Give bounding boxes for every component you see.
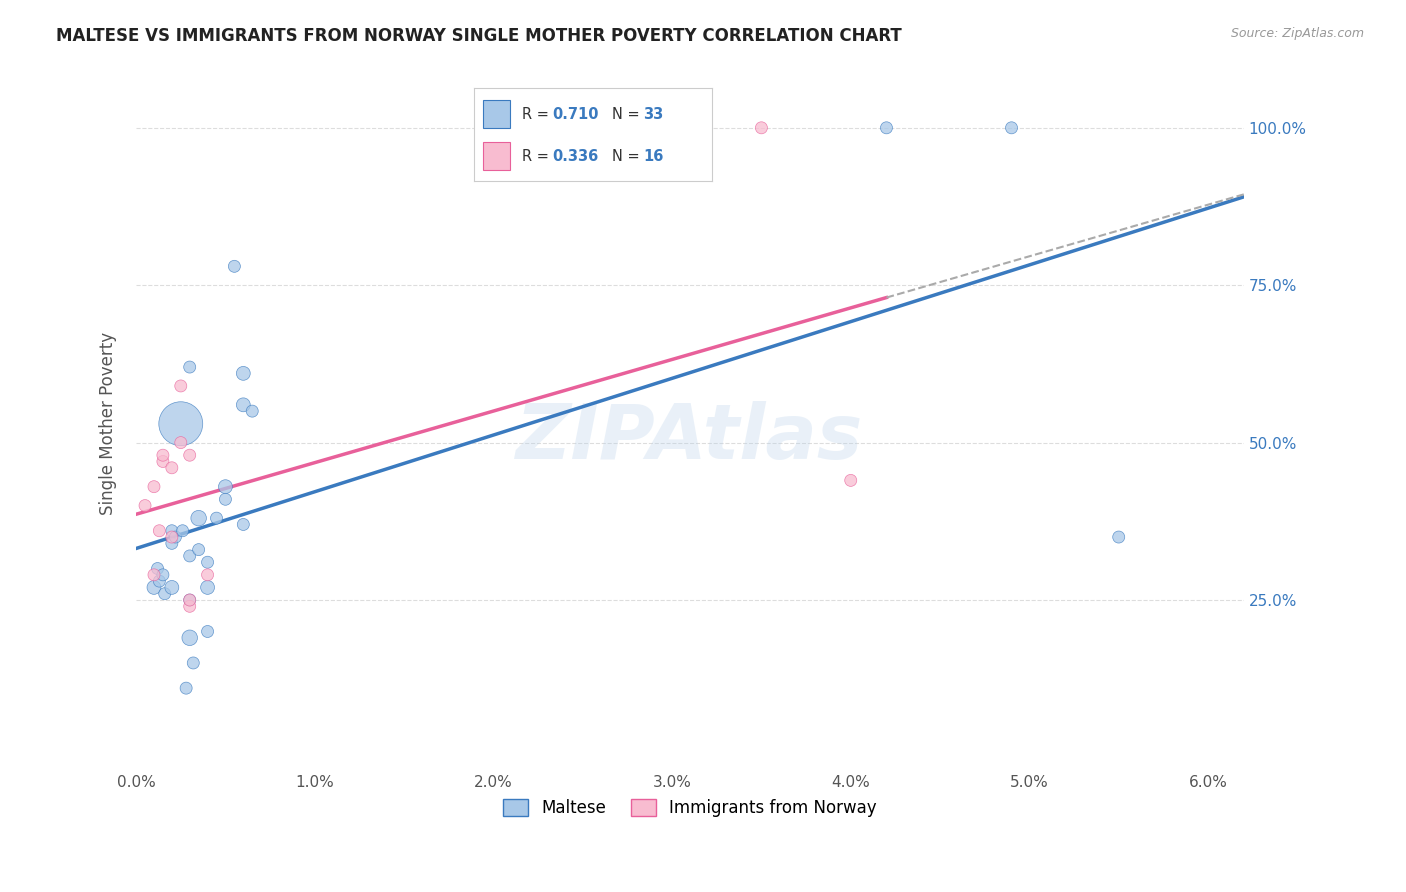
Text: MALTESE VS IMMIGRANTS FROM NORWAY SINGLE MOTHER POVERTY CORRELATION CHART: MALTESE VS IMMIGRANTS FROM NORWAY SINGLE…: [56, 27, 903, 45]
Point: [143, 480, 166, 494]
Point: [875, 120, 897, 135]
Point: [179, 593, 201, 607]
Point: [205, 511, 228, 525]
Y-axis label: Single Mother Poverty: Single Mother Poverty: [100, 332, 117, 516]
Point: [197, 624, 219, 639]
Point: [170, 417, 193, 431]
Point: [148, 524, 170, 538]
Point: [232, 398, 254, 412]
Point: [232, 517, 254, 532]
Point: [181, 656, 204, 670]
Legend: Maltese, Immigrants from Norway: Maltese, Immigrants from Norway: [496, 792, 884, 824]
Point: [152, 448, 174, 462]
Point: [160, 524, 183, 538]
Point: [134, 499, 156, 513]
Point: [170, 435, 193, 450]
Point: [197, 555, 219, 569]
Point: [160, 536, 183, 550]
Point: [214, 492, 236, 507]
Point: [751, 120, 773, 135]
Point: [1108, 530, 1130, 544]
Point: [146, 561, 169, 575]
Point: [143, 567, 166, 582]
Point: [179, 599, 201, 614]
Point: [143, 581, 166, 595]
Point: [148, 574, 170, 588]
Point: [152, 567, 174, 582]
Point: [170, 379, 193, 393]
Point: [232, 367, 254, 381]
Point: [152, 454, 174, 468]
Point: [160, 460, 183, 475]
Point: [1000, 120, 1022, 135]
Point: [165, 530, 187, 544]
Point: [240, 404, 263, 418]
Point: [179, 359, 201, 374]
Point: [839, 474, 862, 488]
Point: [172, 524, 194, 538]
Point: [187, 542, 209, 557]
Text: ZIPAtlas: ZIPAtlas: [516, 401, 863, 475]
Point: [197, 581, 219, 595]
Point: [197, 567, 219, 582]
Point: [179, 593, 201, 607]
Point: [224, 260, 246, 274]
Point: [214, 480, 236, 494]
Text: Source: ZipAtlas.com: Source: ZipAtlas.com: [1230, 27, 1364, 40]
Point: [153, 587, 176, 601]
Point: [160, 581, 183, 595]
Point: [174, 681, 197, 695]
Point: [179, 631, 201, 645]
Point: [179, 549, 201, 563]
Point: [187, 511, 209, 525]
Point: [179, 448, 201, 462]
Point: [160, 530, 183, 544]
